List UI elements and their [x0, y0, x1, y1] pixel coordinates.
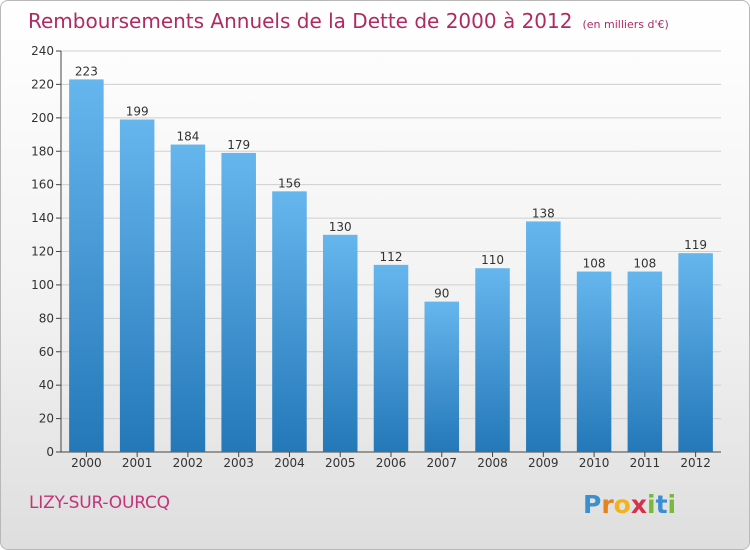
y-tick-label: 240 — [31, 44, 54, 58]
logo-letter: t — [655, 490, 668, 519]
bar-value-label: 108 — [633, 257, 656, 271]
bar-value-label: 223 — [75, 64, 98, 78]
bar — [119, 119, 155, 453]
logo-letter: i — [647, 490, 656, 519]
y-tick-label: 180 — [31, 144, 54, 158]
x-tick-label: 2012 — [680, 456, 711, 470]
bar — [627, 271, 663, 452]
x-tick-label: 2006 — [376, 456, 407, 470]
y-tick-label: 100 — [31, 278, 54, 292]
logo-letter: r — [601, 490, 614, 519]
bar — [526, 221, 561, 452]
bar — [69, 79, 104, 452]
bar — [221, 152, 256, 452]
bar-value-label: 112 — [380, 250, 403, 264]
chart-title: Remboursements Annuels de la Dette de 20… — [28, 9, 669, 33]
chart-unit: (en milliers d'€) — [582, 18, 669, 31]
bar-value-label: 179 — [227, 138, 250, 152]
bar — [322, 234, 358, 452]
bar — [475, 268, 510, 452]
x-tick-label: 2003 — [223, 456, 254, 470]
logo-letter: i — [667, 490, 677, 519]
bar — [576, 271, 612, 452]
bar-value-label: 108 — [583, 257, 606, 271]
y-tick-label: 120 — [31, 245, 54, 259]
proxiti-logo: Proxiti — [583, 490, 676, 519]
bar — [424, 301, 460, 452]
bar — [373, 264, 409, 452]
bar-value-label: 138 — [532, 206, 555, 220]
x-tick-label: 2005 — [325, 456, 356, 470]
bar — [170, 144, 206, 453]
x-tick-label: 2007 — [426, 456, 457, 470]
logo-letter: o — [613, 490, 631, 519]
chart-title-text: Remboursements Annuels de la Dette de 20… — [28, 9, 573, 33]
y-tick-label: 160 — [31, 178, 54, 192]
x-tick-label: 2004 — [274, 456, 305, 470]
y-tick-label: 140 — [31, 211, 54, 225]
bar-value-label: 130 — [329, 220, 352, 234]
logo-letter: P — [583, 490, 602, 519]
x-tick-label: 2010 — [579, 456, 610, 470]
y-tick-label: 60 — [39, 345, 54, 359]
logo-letter: x — [630, 490, 647, 519]
y-tick-label: 40 — [39, 378, 54, 392]
y-tick-label: 0 — [46, 445, 54, 459]
y-tick-label: 220 — [31, 77, 54, 91]
x-tick-label: 2009 — [528, 456, 559, 470]
bar-value-label: 199 — [126, 105, 149, 119]
bar — [678, 253, 713, 452]
y-tick-label: 200 — [31, 111, 54, 125]
x-tick-label: 2008 — [477, 456, 508, 470]
bar-value-label: 156 — [278, 176, 301, 190]
y-tick-label: 20 — [39, 412, 54, 426]
bar-value-label: 90 — [434, 287, 449, 301]
x-tick-label: 2001 — [122, 456, 153, 470]
commune-name: LIZY-SUR-OURCQ — [29, 493, 170, 513]
bar-value-label: 110 — [481, 253, 504, 267]
y-tick-label: 80 — [39, 311, 54, 325]
bar — [272, 191, 307, 452]
bar-value-label: 184 — [176, 130, 199, 144]
x-tick-label: 2011 — [630, 456, 661, 470]
x-tick-label: 2002 — [173, 456, 204, 470]
x-tick-label: 2000 — [71, 456, 102, 470]
bar-value-label: 119 — [684, 238, 707, 252]
